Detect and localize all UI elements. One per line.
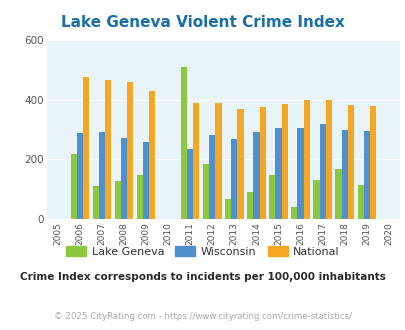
Bar xyxy=(193,103,199,219)
Bar xyxy=(114,182,121,219)
Bar xyxy=(187,149,193,219)
Bar xyxy=(105,80,111,219)
Bar xyxy=(281,104,287,219)
Bar xyxy=(369,106,375,219)
Bar xyxy=(290,207,297,219)
Legend: Lake Geneva, Wisconsin, National: Lake Geneva, Wisconsin, National xyxy=(62,242,343,261)
Bar xyxy=(224,199,231,219)
Bar xyxy=(181,67,187,219)
Bar xyxy=(98,132,105,219)
Text: Lake Geneva Violent Crime Index: Lake Geneva Violent Crime Index xyxy=(61,15,344,30)
Bar xyxy=(269,175,275,219)
Bar xyxy=(363,131,369,219)
Bar xyxy=(253,132,259,219)
Bar xyxy=(357,185,363,219)
Bar xyxy=(347,105,353,219)
Bar xyxy=(237,109,243,219)
Text: © 2025 CityRating.com - https://www.cityrating.com/crime-statistics/: © 2025 CityRating.com - https://www.city… xyxy=(54,312,351,321)
Bar xyxy=(275,128,281,219)
Bar xyxy=(209,135,215,219)
Bar xyxy=(127,82,133,219)
Bar xyxy=(143,142,149,219)
Bar xyxy=(319,123,325,219)
Bar xyxy=(247,192,253,219)
Bar xyxy=(341,129,347,219)
Bar xyxy=(149,90,155,219)
Bar xyxy=(313,181,319,219)
Bar xyxy=(297,128,303,219)
Bar xyxy=(77,133,83,219)
Bar xyxy=(121,138,127,219)
Bar xyxy=(83,77,89,219)
Bar xyxy=(325,100,331,219)
Bar xyxy=(92,185,98,219)
Bar xyxy=(136,175,143,219)
Bar xyxy=(231,139,237,219)
Text: Crime Index corresponds to incidents per 100,000 inhabitants: Crime Index corresponds to incidents per… xyxy=(20,272,385,282)
Bar xyxy=(215,103,221,219)
Bar xyxy=(303,100,309,219)
Bar xyxy=(202,164,209,219)
Bar xyxy=(335,169,341,219)
Bar xyxy=(259,107,265,219)
Bar xyxy=(70,154,77,219)
